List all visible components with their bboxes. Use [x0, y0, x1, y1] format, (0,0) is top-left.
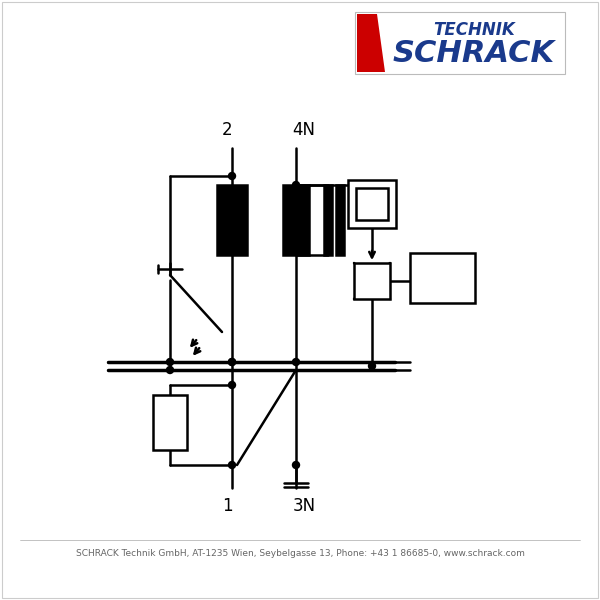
- Circle shape: [293, 181, 299, 188]
- Bar: [355, 12, 565, 74]
- Bar: [336, 185, 344, 255]
- Bar: [410, 253, 475, 303]
- Text: SCHRACK: SCHRACK: [393, 40, 555, 68]
- Circle shape: [167, 367, 173, 373]
- Text: 2: 2: [221, 121, 232, 139]
- Circle shape: [229, 461, 235, 469]
- Polygon shape: [357, 14, 385, 72]
- Text: 1: 1: [221, 497, 232, 515]
- Text: SCHRACK Technik GmbH, AT-1235 Wien, Seybelgasse 13, Phone: +43 1 86685-0, www.sc: SCHRACK Technik GmbH, AT-1235 Wien, Seyb…: [76, 548, 524, 557]
- Text: 4N: 4N: [293, 121, 316, 139]
- Circle shape: [167, 358, 173, 365]
- Text: TECHNIK: TECHNIK: [433, 21, 515, 39]
- Bar: [354, 263, 390, 299]
- Bar: [153, 395, 187, 450]
- Circle shape: [229, 358, 235, 365]
- Circle shape: [293, 358, 299, 365]
- Circle shape: [229, 358, 235, 365]
- Bar: [217, 185, 247, 255]
- Text: 3N: 3N: [292, 497, 316, 515]
- Bar: [324, 185, 332, 255]
- Circle shape: [368, 362, 376, 370]
- Bar: [283, 185, 309, 255]
- Circle shape: [293, 461, 299, 469]
- Circle shape: [229, 173, 235, 179]
- Text: H: H: [433, 268, 451, 288]
- Bar: [356, 188, 388, 220]
- Circle shape: [229, 382, 235, 389]
- Bar: [348, 180, 396, 228]
